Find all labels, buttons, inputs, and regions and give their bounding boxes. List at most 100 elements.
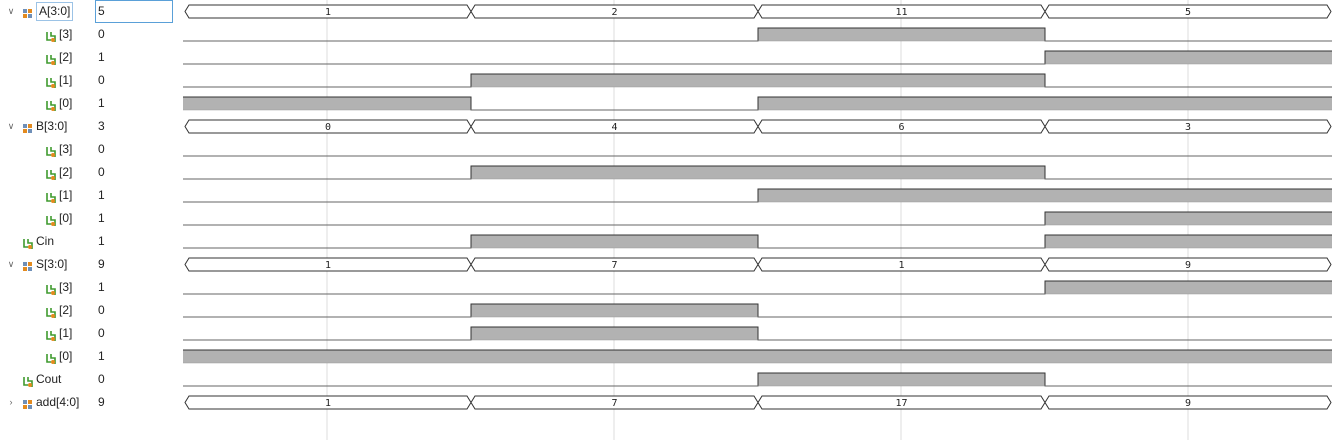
signal-row-name[interactable]: [2] bbox=[0, 299, 95, 322]
high-level-fill bbox=[471, 166, 758, 179]
bus-segment bbox=[1044, 119, 1332, 134]
signal-name: Cin bbox=[36, 234, 55, 248]
high-level-fill bbox=[1045, 350, 1332, 363]
high-level-fill bbox=[471, 74, 758, 87]
signal-value: 9 bbox=[98, 257, 105, 271]
bus-segment-value: 5 bbox=[1185, 7, 1191, 18]
signal-row-name[interactable]: [3] bbox=[0, 23, 95, 46]
bus-segment bbox=[470, 4, 759, 19]
chevron-down-icon[interactable]: ∨ bbox=[7, 6, 15, 16]
bus-segment bbox=[1044, 257, 1332, 272]
bit-signal-icon bbox=[45, 350, 57, 364]
bus-signal-icon bbox=[22, 258, 34, 271]
bit-waveform bbox=[183, 326, 1332, 341]
high-level-fill bbox=[758, 28, 1045, 41]
bit-waveform bbox=[183, 50, 1332, 65]
signal-row-name[interactable]: Cout bbox=[0, 368, 95, 391]
signal-name: [0] bbox=[59, 349, 73, 363]
bit-signal-icon bbox=[45, 281, 57, 295]
signal-name: [3] bbox=[59, 280, 73, 294]
bit-waveform bbox=[183, 349, 1332, 364]
signal-row-name[interactable]: [0] bbox=[0, 92, 95, 115]
bus-segment-value: 0 bbox=[325, 122, 331, 133]
bit-waveform bbox=[183, 211, 1332, 226]
signal-name: add[4:0] bbox=[36, 395, 80, 409]
signal-row-name[interactable]: [3] bbox=[0, 138, 95, 161]
signal-row-name[interactable]: [2] bbox=[0, 46, 95, 69]
bit-waveform bbox=[183, 372, 1332, 387]
high-level-fill bbox=[1045, 281, 1332, 294]
signal-name-column: ∨ A[3:0] [3] [2] [1] [0] ∨ B[3:0] [3] [2] [1] [0] Ci… bbox=[0, 0, 95, 440]
bus-segment-value: 7 bbox=[611, 260, 617, 271]
bus-segment bbox=[757, 257, 1046, 272]
signal-value: 1 bbox=[98, 280, 105, 294]
signal-value: 0 bbox=[98, 372, 105, 386]
signal-value: 0 bbox=[98, 142, 105, 156]
bit-signal-icon bbox=[45, 189, 57, 203]
signal-row-name[interactable]: [2] bbox=[0, 161, 95, 184]
high-level-fill bbox=[758, 74, 1045, 87]
signal-name: [3] bbox=[59, 27, 73, 41]
signal-row-name[interactable]: [0] bbox=[0, 345, 95, 368]
signal-value: 0 bbox=[98, 303, 105, 317]
bus-waveform: 1 7 17 9 bbox=[184, 395, 1332, 410]
bus-segment bbox=[757, 395, 1046, 410]
signal-value: 1 bbox=[98, 349, 105, 363]
high-level-fill bbox=[758, 373, 1045, 386]
signal-row-name[interactable]: › add[4:0] bbox=[0, 391, 95, 414]
bus-segment bbox=[757, 4, 1046, 19]
bit-waveform bbox=[183, 280, 1332, 295]
high-level-fill bbox=[471, 304, 758, 317]
waveform-area[interactable]: 1 2 11 50 4 6 31 7 1 91 7 17 9 bbox=[183, 0, 1332, 440]
bit-signal-icon bbox=[45, 74, 57, 88]
signal-name: [3] bbox=[59, 142, 73, 156]
bus-segment bbox=[184, 395, 472, 410]
high-level-fill bbox=[471, 327, 758, 340]
signal-row-name[interactable]: [1] bbox=[0, 69, 95, 92]
signal-row-name[interactable]: [0] bbox=[0, 207, 95, 230]
signal-row-name[interactable]: [3] bbox=[0, 276, 95, 299]
chevron-down-icon[interactable]: ∨ bbox=[7, 121, 15, 131]
signal-value: 9 bbox=[98, 395, 105, 409]
bus-segment-value: 1 bbox=[898, 260, 904, 271]
bit-waveform bbox=[183, 165, 1332, 180]
high-level-fill bbox=[758, 97, 1045, 110]
signal-name: S[3:0] bbox=[36, 257, 68, 271]
high-level-fill bbox=[183, 97, 471, 110]
bus-segment bbox=[470, 257, 759, 272]
signal-name: B[3:0] bbox=[36, 119, 68, 133]
signal-value: 0 bbox=[98, 73, 105, 87]
signal-name: [2] bbox=[59, 165, 73, 179]
bit-signal-icon bbox=[45, 327, 57, 341]
chevron-right-icon[interactable]: › bbox=[9, 397, 13, 407]
bus-segment-value: 11 bbox=[895, 7, 907, 18]
signal-row-name[interactable]: [1] bbox=[0, 184, 95, 207]
signal-value: 0 bbox=[98, 165, 105, 179]
bus-segment-value: 2 bbox=[611, 7, 617, 18]
signal-row-name[interactable]: ∨ A[3:0] bbox=[0, 0, 95, 23]
bus-segment-value: 1 bbox=[325, 398, 331, 409]
signal-value: 1 bbox=[98, 50, 105, 64]
signal-row-name[interactable]: Cin bbox=[0, 230, 95, 253]
signal-row-name[interactable]: ∨ B[3:0] bbox=[0, 115, 95, 138]
chevron-down-icon[interactable]: ∨ bbox=[7, 259, 15, 269]
signal-name: [0] bbox=[59, 211, 73, 225]
high-level-fill bbox=[1045, 97, 1332, 110]
bit-signal-icon bbox=[45, 166, 57, 180]
high-level-fill bbox=[471, 350, 758, 363]
bus-signal-icon bbox=[22, 120, 34, 133]
bit-trace bbox=[183, 234, 1332, 249]
signal-value: 0 bbox=[98, 326, 105, 340]
signal-row-name[interactable]: [1] bbox=[0, 322, 95, 345]
high-level-fill bbox=[758, 166, 1045, 179]
bit-signal-icon bbox=[45, 51, 57, 65]
bus-segment bbox=[1044, 4, 1332, 19]
bus-signal-icon bbox=[22, 396, 34, 409]
signal-name: [1] bbox=[59, 326, 73, 340]
bit-signal-icon bbox=[45, 304, 57, 318]
signal-value: 1 bbox=[98, 211, 105, 225]
bus-waveform: 0 4 6 3 bbox=[184, 119, 1332, 134]
signal-row-name[interactable]: ∨ S[3:0] bbox=[0, 253, 95, 276]
signal-value[interactable]: 5 bbox=[95, 0, 173, 23]
signal-value: 3 bbox=[98, 119, 105, 133]
